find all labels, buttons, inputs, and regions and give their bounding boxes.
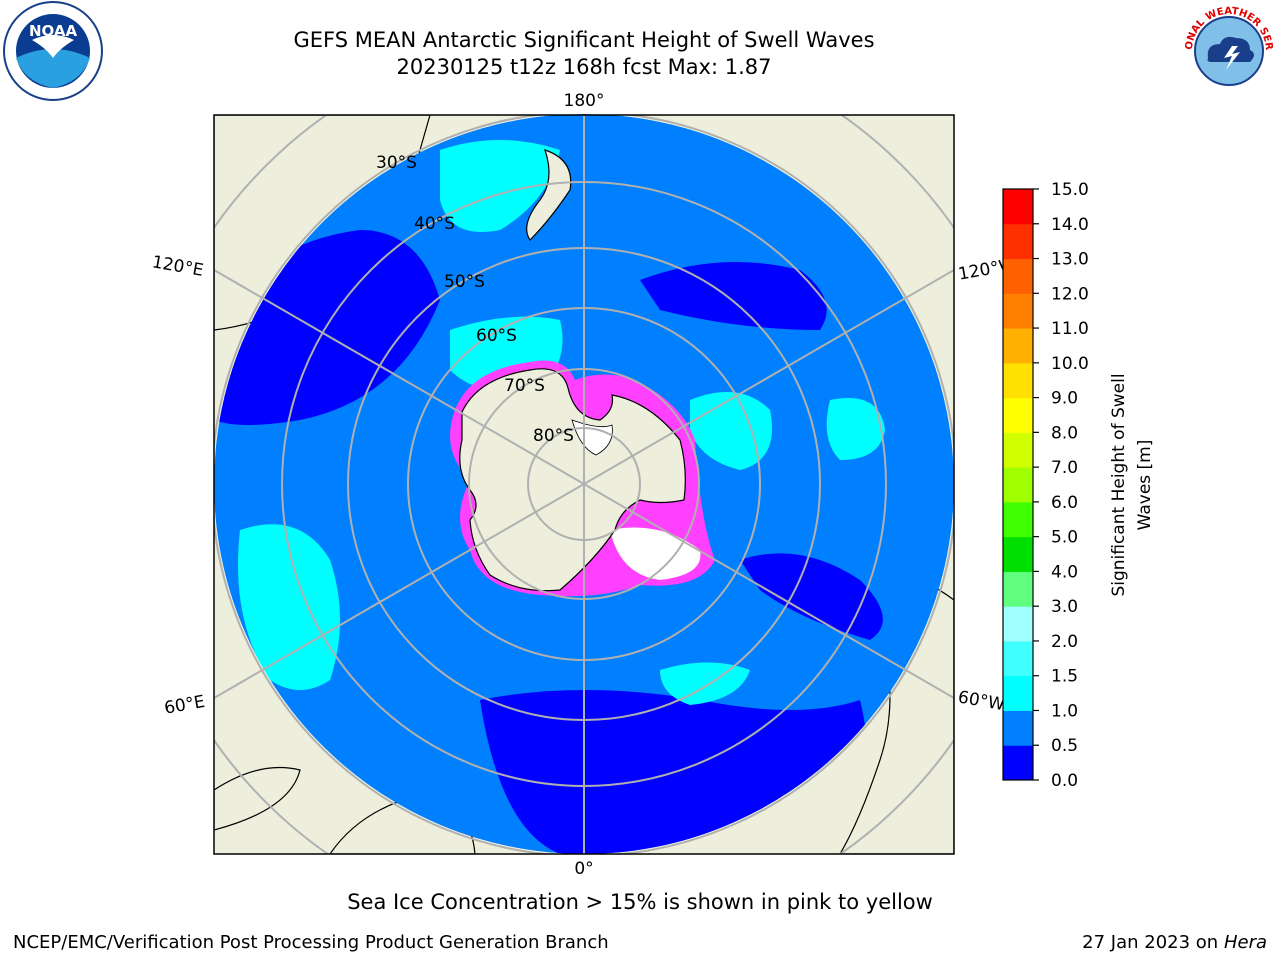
colorbar-tick-label: 5.0 — [1051, 528, 1078, 548]
meridian-60e-120w — [214, 269, 954, 699]
colorbar-tick-label: 0.0 — [1051, 771, 1078, 791]
chart-subtitle: 20230125 t12z 168h fcst Max: 1.87 — [396, 55, 772, 79]
colorbar-swatch — [1003, 362, 1033, 399]
colorbar-swatch — [1003, 501, 1033, 538]
noaa-logo: NOAA — [3, 1, 103, 101]
graticule — [214, 115, 954, 854]
lat-label-70s: 70°S — [504, 376, 545, 396]
colorbar-tick-label: 2.0 — [1051, 632, 1078, 652]
lat-label-60s: 60°S — [476, 326, 517, 346]
colorbar-tick-label: 3.0 — [1051, 597, 1078, 617]
antarctica-land — [459, 368, 686, 592]
colorbar-swatch — [1003, 606, 1033, 642]
colorbar-tick-label: 0.5 — [1051, 736, 1078, 756]
colorbar-swatch — [1003, 571, 1033, 607]
colorbar-swatch — [1003, 467, 1033, 503]
lat-label-80s: 80°S — [533, 426, 574, 446]
colorbar-tick-label: 4.0 — [1051, 562, 1078, 582]
machine-name: Hera — [1223, 932, 1267, 953]
colorbar-label-line2: Waves [m] — [1135, 440, 1155, 531]
lon-label-bottom: 0° — [574, 859, 593, 879]
swell-mid-region-east-pacific — [826, 398, 885, 460]
colorbar-swatch — [1003, 640, 1033, 677]
footnote: Sea Ice Concentration > 15% is shown in … — [347, 890, 933, 914]
swell-mid-region-tasman — [440, 140, 560, 232]
colorbar-tick-label: 14.0 — [1051, 215, 1089, 235]
colorbar-swatch — [1003, 189, 1033, 225]
swell-mid-region-south-atlantic — [660, 662, 750, 705]
lon-label-lower-left: 60°E — [163, 692, 207, 719]
lon-label-top: 180° — [564, 91, 605, 111]
date-line: 27 Jan 2023 on Hera — [1082, 932, 1267, 953]
colorbar-tick-label: 1.5 — [1051, 667, 1078, 687]
lon-label-lower-right: 60°W — [956, 687, 1006, 715]
date-text: 27 Jan 2023 on — [1082, 932, 1224, 953]
madagascar-land — [214, 766, 301, 831]
colorbar-swatch — [1003, 397, 1033, 433]
colorbar-tick-label: 12.0 — [1051, 284, 1089, 304]
colorbar-tick-label: 6.0 — [1051, 493, 1078, 513]
colorbar-tick-label: 13.0 — [1051, 250, 1089, 270]
colorbar-swatch — [1003, 710, 1033, 746]
swell-low-region-pacific — [640, 262, 827, 330]
colorbar: 0.0 0.5 1.0 1.5 2.0 3.0 4.0 5.0 6.0 7.0 8.0 9.0 10.0… — [1002, 180, 1089, 791]
swell-mid-region-kerguelen — [238, 524, 340, 690]
colorbar-tick-label: 11.0 — [1051, 319, 1089, 339]
swell-low-region-drake — [740, 553, 883, 640]
credit-line: NCEP/EMC/Verification Post Processing Pr… — [13, 932, 609, 953]
colorbar-swatch — [1003, 258, 1033, 294]
colorbar-tick-label: 1.0 — [1051, 701, 1078, 721]
colorbar-tick-label: 10.0 — [1051, 354, 1089, 374]
colorbar-tick-label: 9.0 — [1051, 389, 1078, 409]
sea-ice-weddell — [610, 527, 701, 580]
colorbar-tick-label: 15.0 — [1051, 180, 1089, 200]
colorbar-swatch — [1003, 432, 1033, 468]
colorbar-swatch — [1003, 293, 1033, 329]
noaa-logo-text: NOAA — [29, 22, 78, 40]
colorbar-label-line1: Significant Height of Swell — [1109, 373, 1129, 596]
colorbar-swatch — [1003, 536, 1033, 572]
lat-label-40s: 40°S — [414, 214, 455, 234]
colorbar-swatch — [1003, 745, 1033, 781]
colorbar-swatch — [1003, 223, 1033, 260]
lat-label-30s: 30°S — [376, 153, 417, 173]
colorbar-swatch — [1003, 675, 1033, 711]
colorbar-frame — [1002, 188, 1034, 781]
lon-label-upper-left: 120°E — [151, 252, 205, 281]
new-zealand-land — [526, 149, 572, 241]
colorbar-swatch — [1003, 328, 1033, 364]
chart-title: GEFS MEAN Antarctic Significant Height o… — [293, 28, 875, 52]
map-frame — [213, 114, 955, 855]
colorbar-tick-label: 8.0 — [1051, 423, 1078, 443]
nws-logo: NATIONAL WEATHER SERVICE — [1178, 0, 1278, 100]
colorbar-tick-label: 7.0 — [1051, 458, 1078, 478]
lat-label-50s: 50°S — [444, 272, 485, 292]
